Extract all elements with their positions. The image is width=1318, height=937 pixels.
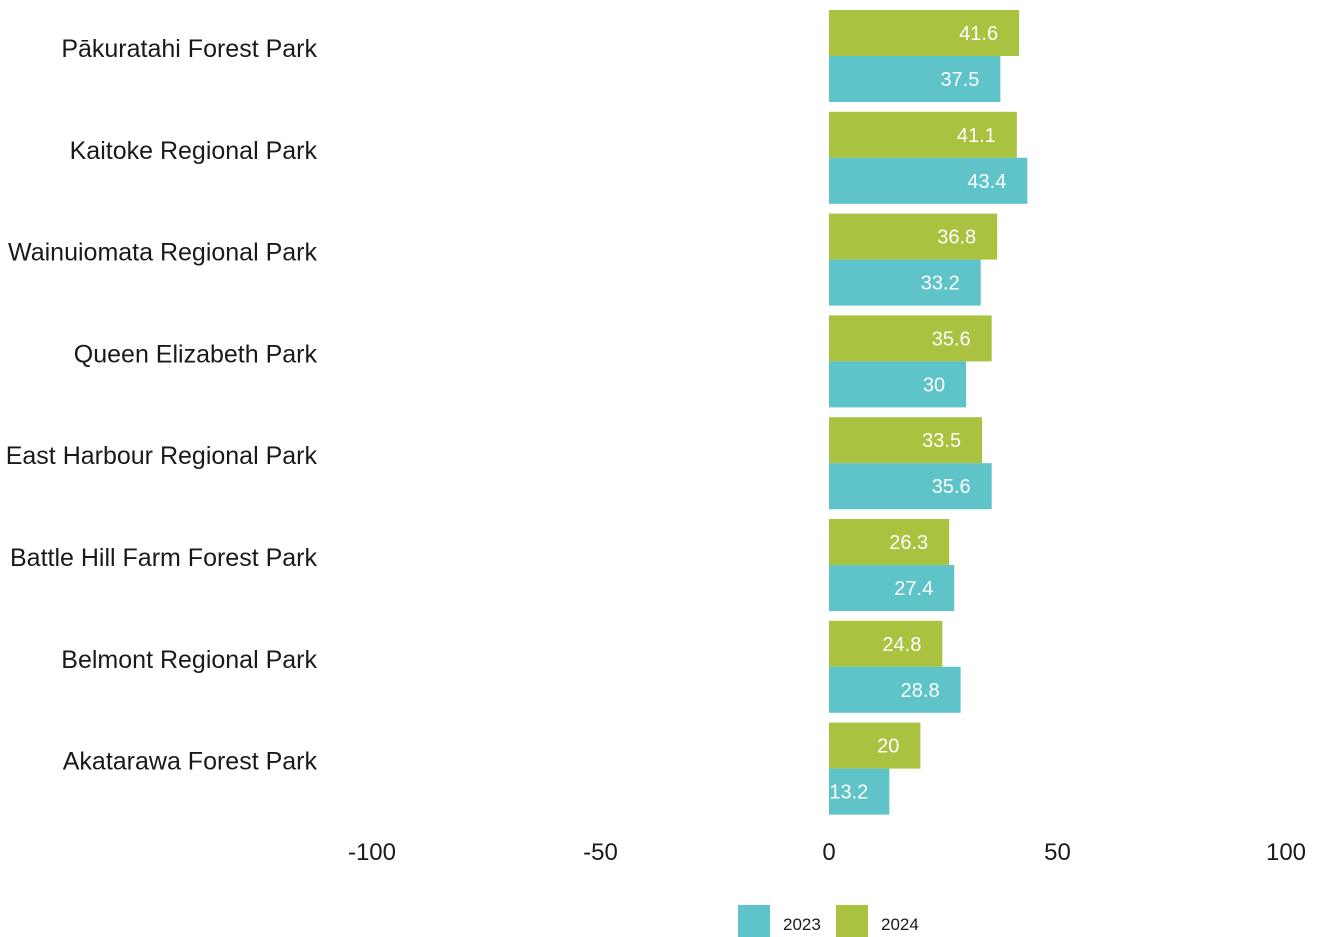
category-label: Akatarawa Forest Park: [63, 748, 318, 776]
data-label-2023: 37.5: [940, 69, 979, 91]
data-label-2023: 27.4: [894, 578, 933, 600]
category-label: East Harbour Regional Park: [6, 442, 318, 470]
bar-2024: [829, 722, 921, 769]
legend-label-2024: 2024: [881, 915, 919, 934]
data-label-2023: 28.8: [901, 680, 940, 702]
bar-2024: [829, 315, 992, 362]
bar-2023: [829, 259, 981, 306]
x-axis-ticks: -100 -50 0 50 100: [348, 839, 1306, 866]
bar-2023: [829, 463, 992, 510]
category-label: Wainuiomata Regional Park: [8, 239, 317, 267]
category-label: Kaitoke Regional Park: [70, 137, 318, 165]
data-label-2024: 26.3: [889, 532, 928, 554]
bar-2024: [829, 519, 950, 565]
data-label-2024: 20: [877, 736, 899, 758]
bar-2024: [829, 620, 943, 667]
x-tick-label: -50: [583, 839, 618, 866]
x-tick-label: 0: [822, 839, 835, 866]
bar-2023: [829, 666, 961, 713]
legend-label-2023: 2023: [783, 915, 821, 934]
bar-2024: [829, 10, 1020, 56]
category-label: Belmont Regional Park: [61, 646, 317, 674]
category-labels: Pākuratahi Forest Park Kaitoke Regional P…: [6, 35, 318, 776]
category-label: Battle Hill Farm Forest Park: [10, 544, 318, 572]
bar-2023: [829, 361, 967, 408]
data-label-2023: 43.4: [967, 171, 1006, 193]
data-label-2024: 35.6: [932, 328, 971, 350]
data-label-2023: 30: [923, 374, 945, 396]
bar-2024: [829, 213, 998, 260]
legend-swatch-2023: [738, 905, 770, 937]
bar-2023: [829, 157, 1028, 204]
legend-swatch-2024: [836, 905, 868, 937]
data-label-2023: 35.6: [932, 476, 971, 498]
bars: [829, 10, 1028, 815]
data-label-2024: 41.1: [957, 125, 996, 147]
bar-2024: [829, 417, 983, 464]
bar-2023: [829, 565, 955, 611]
x-tick-label: 50: [1044, 839, 1071, 866]
data-label-2024: 33.5: [922, 430, 961, 452]
data-labels: 41.6 37.5 41.1 43.4 36.8 33.2 35.6 30 33.5 35.6 26…: [829, 23, 1006, 804]
bar-2023: [829, 56, 1001, 102]
x-tick-label: -100: [348, 839, 396, 866]
legend: 2023 2024: [738, 905, 919, 937]
category-label: Pākuratahi Forest Park: [61, 35, 317, 63]
data-label-2024: 41.6: [959, 23, 998, 45]
data-label-2023: 13.2: [829, 782, 868, 804]
bar-2024: [829, 111, 1017, 158]
data-label-2023: 33.2: [921, 273, 960, 295]
x-tick-label: 100: [1266, 839, 1306, 866]
bar-2023: [829, 768, 890, 815]
category-label: Queen Elizabeth Park: [74, 340, 318, 368]
data-label-2024: 36.8: [937, 227, 976, 249]
data-label-2024: 24.8: [882, 634, 921, 656]
